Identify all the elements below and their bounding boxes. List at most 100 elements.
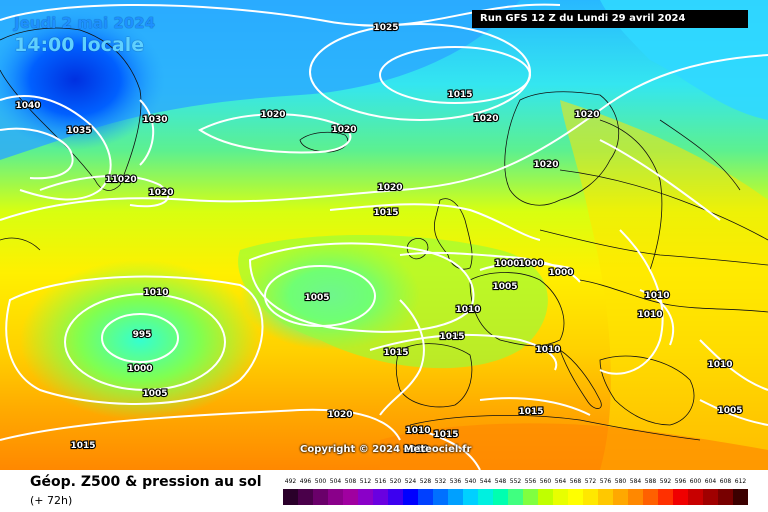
pressure-labels: 1025 1015 1040 1035 1030 1020 1020 1020 …: [14, 22, 743, 456]
legend-tick-label: 596: [674, 478, 687, 485]
pressure-label: 1005: [717, 406, 742, 416]
field-title: Géop. Z500 & pression au sol: [30, 474, 262, 490]
legend-tick-label: 600: [689, 478, 702, 485]
legend-swatch: [298, 489, 313, 505]
legend-tick-label: 516: [374, 478, 387, 485]
legend-swatch: [313, 489, 328, 505]
pressure-label: 1020: [533, 160, 558, 170]
pressure-label: 1020: [574, 110, 599, 120]
pressure-label: 995: [133, 330, 152, 340]
pressure-label: 1000: [548, 268, 573, 278]
legend-swatch: [658, 489, 673, 505]
pressure-label: 1010: [403, 445, 428, 455]
color-scale-legend: 492 496 500 504 508 512 516 520 524 528 532 536 540 5…: [283, 478, 753, 505]
pressure-label: 1015: [373, 208, 398, 218]
legend-swatch: [553, 489, 568, 505]
legend-tick-label: 496: [299, 478, 312, 485]
z500-ridge-east: [560, 100, 768, 470]
z500-high-band-east: [600, 0, 768, 120]
legend-swatch: [433, 489, 448, 505]
legend-tick-label: 512: [359, 478, 372, 485]
pressure-label: 1010: [707, 360, 732, 370]
legend-tick-label: 580: [614, 478, 627, 485]
legend-swatch: [643, 489, 658, 505]
legend-swatch: [343, 489, 358, 505]
legend-tick-label: 588: [644, 478, 657, 485]
legend-tick-label: 548: [494, 478, 507, 485]
pressure-label: 1015: [70, 441, 95, 451]
lead-time: (+ 72h): [30, 494, 73, 507]
pressure-label: 1010: [455, 305, 480, 315]
legend-swatch: [478, 489, 493, 505]
pressure-label: 1005: [492, 282, 517, 292]
legend-swatch: [463, 489, 478, 505]
pressure-label: 1010: [637, 310, 662, 320]
legend-swatch: [493, 489, 508, 505]
legend-tick-label: 532: [434, 478, 447, 485]
pressure-label: 1000: [127, 364, 152, 374]
legend-tick-label: 608: [719, 478, 732, 485]
pressure-label: 1035: [66, 126, 91, 136]
pressure-label: 1015: [447, 90, 472, 100]
pressure-label: 1010: [644, 291, 669, 301]
legend-swatch: [688, 489, 703, 505]
legend-tick-label: 552: [509, 478, 522, 485]
legend-swatch: [628, 489, 643, 505]
pressure-label: 1025: [373, 23, 398, 33]
legend-tick-label: 560: [539, 478, 552, 485]
pressure-label: 1020: [331, 125, 356, 135]
legend-swatch: [283, 489, 298, 505]
legend-swatch: [448, 489, 463, 505]
legend-tick-label: 536: [449, 478, 462, 485]
pressure-label: 1010: [535, 345, 560, 355]
legend-swatch: [373, 489, 388, 505]
pressure-label: 1040: [15, 101, 40, 111]
legend-tick-label: 576: [599, 478, 612, 485]
z500-warm-south: [380, 423, 768, 470]
legend-swatch: [703, 489, 718, 505]
pressure-label: 1015: [518, 407, 543, 417]
legend-swatch: [673, 489, 688, 505]
legend-tick-label: 568: [569, 478, 582, 485]
legend-swatch: [538, 489, 553, 505]
pressure-label: 1020: [473, 114, 498, 124]
legend-tick-label: 584: [629, 478, 642, 485]
legend-tick-label: 572: [584, 478, 597, 485]
legend-swatch: [388, 489, 403, 505]
pressure-label: 1030: [142, 115, 167, 125]
legend-swatch: [718, 489, 733, 505]
pressure-label: 1005: [142, 389, 167, 399]
chart-footer: Géop. Z500 & pression au sol (+ 72h) 492…: [0, 470, 768, 512]
legend-tick-label: 540: [464, 478, 477, 485]
legend-swatches: [283, 489, 753, 505]
legend-swatch: [583, 489, 598, 505]
pressure-label: 1010: [143, 288, 168, 298]
legend-tick-label: 508: [344, 478, 357, 485]
pressure-label: 1010: [405, 426, 430, 436]
legend-tick-label: 524: [404, 478, 417, 485]
legend-swatch: [733, 489, 748, 505]
pressure-label: 1005: [304, 293, 329, 303]
legend-tick-label: 592: [659, 478, 672, 485]
pressure-label: 1020: [377, 183, 402, 193]
legend-tick-label: 556: [524, 478, 537, 485]
legend-swatch: [508, 489, 523, 505]
z500-greenland-low: [0, 10, 165, 150]
legend-swatch: [358, 489, 373, 505]
legend-swatch: [613, 489, 628, 505]
pressure-label: 1020: [148, 188, 173, 198]
legend-tick-label: 492: [284, 478, 297, 485]
z500-atlantic-low: [20, 260, 260, 420]
legend-tick-label: 544: [479, 478, 492, 485]
forecast-map: 1025 1015 1040 1035 1030 1020 1020 1020 …: [0, 0, 768, 470]
legend-tick-label: 500: [314, 478, 327, 485]
pressure-label: 1000: [518, 259, 543, 269]
pressure-label: 1015: [433, 430, 458, 440]
legend-tick-label: 504: [329, 478, 342, 485]
legend-tick-label: 520: [389, 478, 402, 485]
pressure-label: 1015: [383, 348, 408, 358]
pressure-label: 1020: [327, 410, 352, 420]
legend-swatch: [328, 489, 343, 505]
legend-swatch: [598, 489, 613, 505]
legend-tick-label: 612: [734, 478, 747, 485]
